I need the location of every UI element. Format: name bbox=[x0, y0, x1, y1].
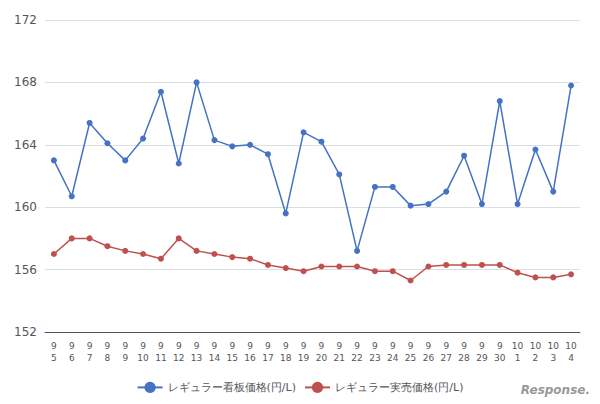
svg-text:10: 10 bbox=[565, 341, 577, 351]
svg-text:160: 160 bbox=[14, 200, 37, 214]
svg-text:164: 164 bbox=[14, 138, 37, 152]
svg-text:Response.: Response. bbox=[521, 383, 590, 397]
svg-text:2: 2 bbox=[533, 353, 539, 363]
svg-text:9: 9 bbox=[87, 341, 93, 351]
svg-text:6: 6 bbox=[69, 353, 75, 363]
svg-text:13: 13 bbox=[191, 353, 202, 363]
svg-text:9: 9 bbox=[158, 341, 164, 351]
svg-text:9: 9 bbox=[229, 341, 235, 351]
svg-text:20: 20 bbox=[316, 353, 328, 363]
svg-text:9: 9 bbox=[122, 353, 128, 363]
svg-text:27: 27 bbox=[441, 353, 452, 363]
svg-text:16: 16 bbox=[244, 353, 256, 363]
svg-text:レギュラー実売価格(円/L): レギュラー実売価格(円/L) bbox=[335, 381, 463, 394]
svg-text:9: 9 bbox=[283, 341, 289, 351]
svg-text:30: 30 bbox=[494, 353, 506, 363]
svg-text:9: 9 bbox=[51, 341, 57, 351]
svg-text:5: 5 bbox=[51, 353, 57, 363]
svg-text:9: 9 bbox=[176, 341, 182, 351]
svg-text:9: 9 bbox=[194, 341, 200, 351]
svg-text:7: 7 bbox=[87, 353, 93, 363]
svg-text:9: 9 bbox=[354, 341, 360, 351]
svg-text:9: 9 bbox=[479, 341, 485, 351]
svg-text:10: 10 bbox=[530, 341, 542, 351]
svg-text:25: 25 bbox=[405, 353, 416, 363]
svg-text:9: 9 bbox=[336, 341, 342, 351]
svg-text:21: 21 bbox=[334, 353, 345, 363]
svg-text:168: 168 bbox=[14, 75, 37, 89]
svg-text:9: 9 bbox=[140, 341, 146, 351]
svg-text:9: 9 bbox=[443, 341, 449, 351]
svg-text:28: 28 bbox=[458, 353, 470, 363]
svg-text:9: 9 bbox=[408, 341, 414, 351]
svg-text:19: 19 bbox=[298, 353, 310, 363]
svg-text:9: 9 bbox=[372, 341, 378, 351]
svg-text:26: 26 bbox=[423, 353, 435, 363]
svg-text:22: 22 bbox=[351, 353, 362, 363]
svg-text:1: 1 bbox=[515, 353, 521, 363]
svg-text:11: 11 bbox=[155, 353, 166, 363]
svg-text:10: 10 bbox=[512, 341, 524, 351]
svg-text:9: 9 bbox=[390, 341, 396, 351]
svg-text:29: 29 bbox=[476, 353, 488, 363]
svg-text:172: 172 bbox=[14, 13, 37, 27]
svg-text:10: 10 bbox=[137, 353, 149, 363]
svg-text:9: 9 bbox=[497, 341, 503, 351]
svg-text:9: 9 bbox=[319, 341, 325, 351]
svg-text:24: 24 bbox=[387, 353, 399, 363]
svg-text:9: 9 bbox=[247, 341, 253, 351]
svg-text:3: 3 bbox=[550, 353, 556, 363]
svg-text:156: 156 bbox=[14, 263, 37, 277]
svg-text:18: 18 bbox=[280, 353, 292, 363]
svg-text:12: 12 bbox=[173, 353, 184, 363]
svg-text:152: 152 bbox=[14, 325, 37, 339]
svg-text:17: 17 bbox=[262, 353, 273, 363]
svg-text:23: 23 bbox=[369, 353, 380, 363]
svg-text:9: 9 bbox=[122, 341, 128, 351]
svg-text:9: 9 bbox=[461, 341, 467, 351]
svg-text:8: 8 bbox=[105, 353, 111, 363]
svg-text:4: 4 bbox=[568, 353, 574, 363]
svg-text:15: 15 bbox=[227, 353, 238, 363]
svg-text:9: 9 bbox=[265, 341, 271, 351]
svg-text:9: 9 bbox=[105, 341, 111, 351]
svg-text:9: 9 bbox=[426, 341, 432, 351]
svg-text:14: 14 bbox=[209, 353, 221, 363]
svg-text:10: 10 bbox=[548, 341, 560, 351]
svg-text:9: 9 bbox=[301, 341, 307, 351]
svg-text:9: 9 bbox=[212, 341, 218, 351]
svg-text:9: 9 bbox=[69, 341, 75, 351]
svg-text:レギュラー看板価格(円/L): レギュラー看板価格(円/L) bbox=[168, 381, 296, 394]
